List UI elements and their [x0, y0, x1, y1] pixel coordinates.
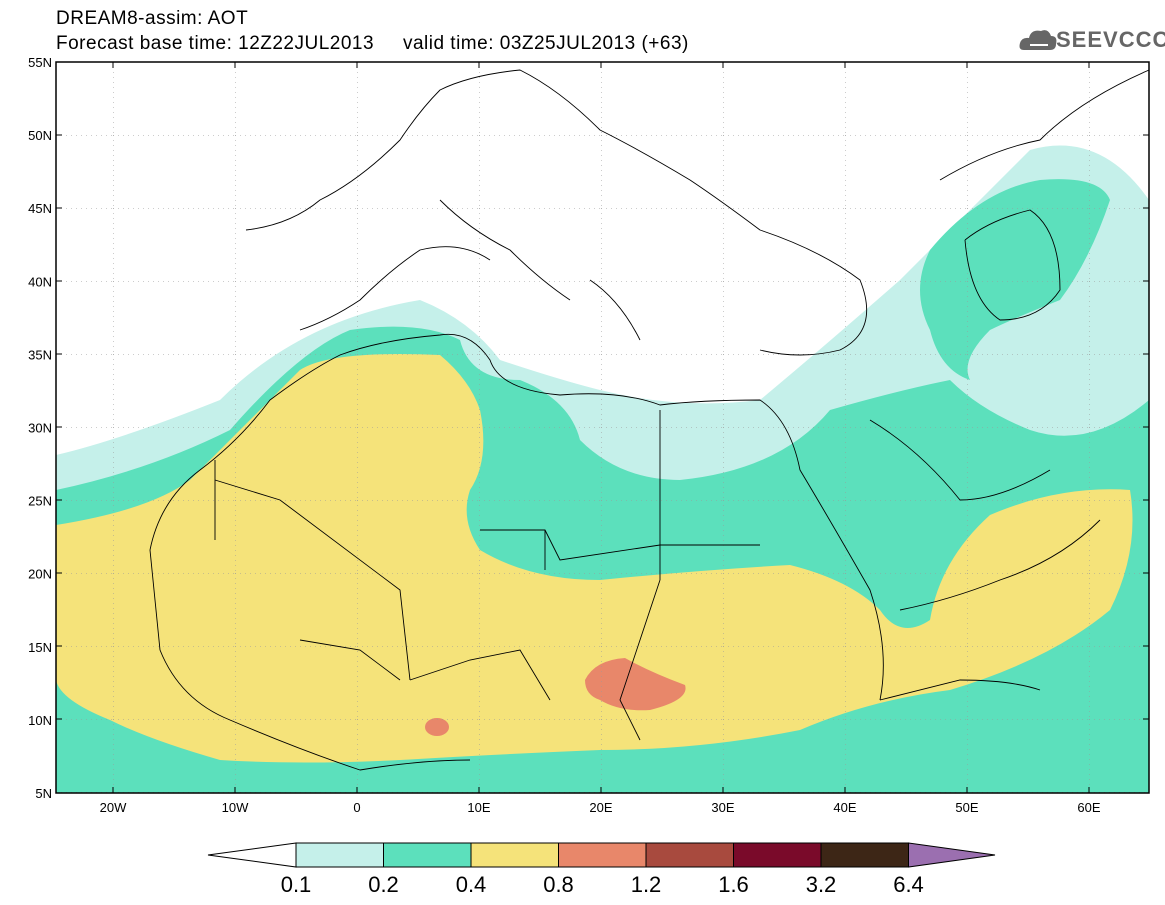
lon-label: 20E	[589, 800, 612, 815]
lat-label: 55N	[28, 55, 52, 70]
colorbar-cell	[733, 842, 822, 868]
lat-label: 30N	[28, 421, 52, 436]
colorbar-label: 1.6	[718, 872, 749, 897]
colorbar-label: 0.1	[280, 872, 312, 897]
lon-label: 30E	[711, 800, 734, 815]
logo-text: SEEVCCC	[1056, 27, 1165, 52]
colorbar-cell	[295, 842, 384, 868]
lat-label: 35N	[28, 347, 52, 362]
lon-label: 40E	[833, 800, 856, 815]
lat-label: 10N	[28, 713, 52, 728]
colorbar-cell	[383, 842, 472, 868]
lon-label: 50E	[955, 800, 978, 815]
lat-label: 15N	[28, 640, 52, 655]
colorbar-label: 3.2	[805, 872, 837, 897]
lon-label: 10E	[467, 800, 490, 815]
lon-label: 10W	[222, 800, 249, 815]
colorbar-cell	[558, 842, 647, 868]
lon-label: 20W	[100, 800, 127, 815]
lat-label: 50N	[28, 128, 52, 143]
colorbar-label: 6.4	[893, 872, 924, 897]
colorbar-cell	[820, 842, 909, 868]
colorbar-cell	[470, 842, 559, 868]
lat-label: 20N	[28, 567, 52, 582]
colorbar-low-arrow	[207, 842, 297, 868]
colorbar-label: 1.2	[630, 872, 662, 897]
map-title: DREAM8-assim: AOT	[56, 8, 249, 29]
lon-label: 0	[353, 800, 360, 815]
lat-label: 25N	[28, 494, 52, 509]
colorbar-label: 0.8	[543, 872, 574, 897]
colorbar-cell	[645, 842, 734, 868]
map-subtitle: Forecast base time: 12Z22JUL2013 valid t…	[56, 33, 689, 54]
lat-label: 5N	[35, 786, 52, 801]
cloud-icon	[1019, 30, 1057, 50]
colorbar-high-arrow	[908, 842, 996, 868]
lat-label: 45N	[28, 201, 52, 216]
colorbar-label: 0.4	[455, 872, 487, 897]
lon-label: 60E	[1077, 800, 1100, 815]
colorbar-label: 0.2	[368, 872, 399, 897]
lat-label: 40N	[28, 274, 52, 289]
